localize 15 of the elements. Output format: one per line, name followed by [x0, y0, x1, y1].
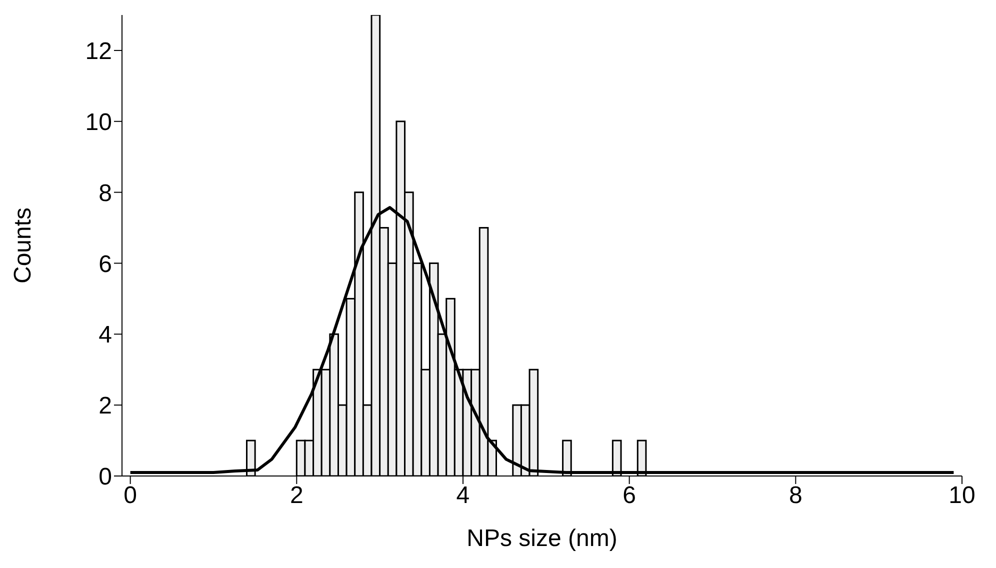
y-axis-title: Counts [10, 207, 37, 284]
x-axis-title: NPs size (nm) [466, 525, 618, 552]
x-tick-label: 2 [290, 482, 304, 510]
y-tick-label: 4 [98, 322, 112, 349]
x-tick-label: 0 [124, 482, 137, 510]
y-tick-label: 8 [98, 180, 112, 207]
x-tick-label: 4 [456, 482, 470, 510]
x-tick-label: 8 [788, 482, 802, 510]
y-tick-label: 6 [98, 250, 112, 278]
y-tick-label: 10 [85, 108, 112, 136]
x-tick-label: 10 [948, 482, 976, 510]
x-tick-label: 6 [622, 482, 636, 510]
y-tick-label: 2 [98, 392, 112, 420]
y-tick-label: 0 [98, 464, 112, 491]
y-tick-label: 12 [85, 38, 112, 65]
